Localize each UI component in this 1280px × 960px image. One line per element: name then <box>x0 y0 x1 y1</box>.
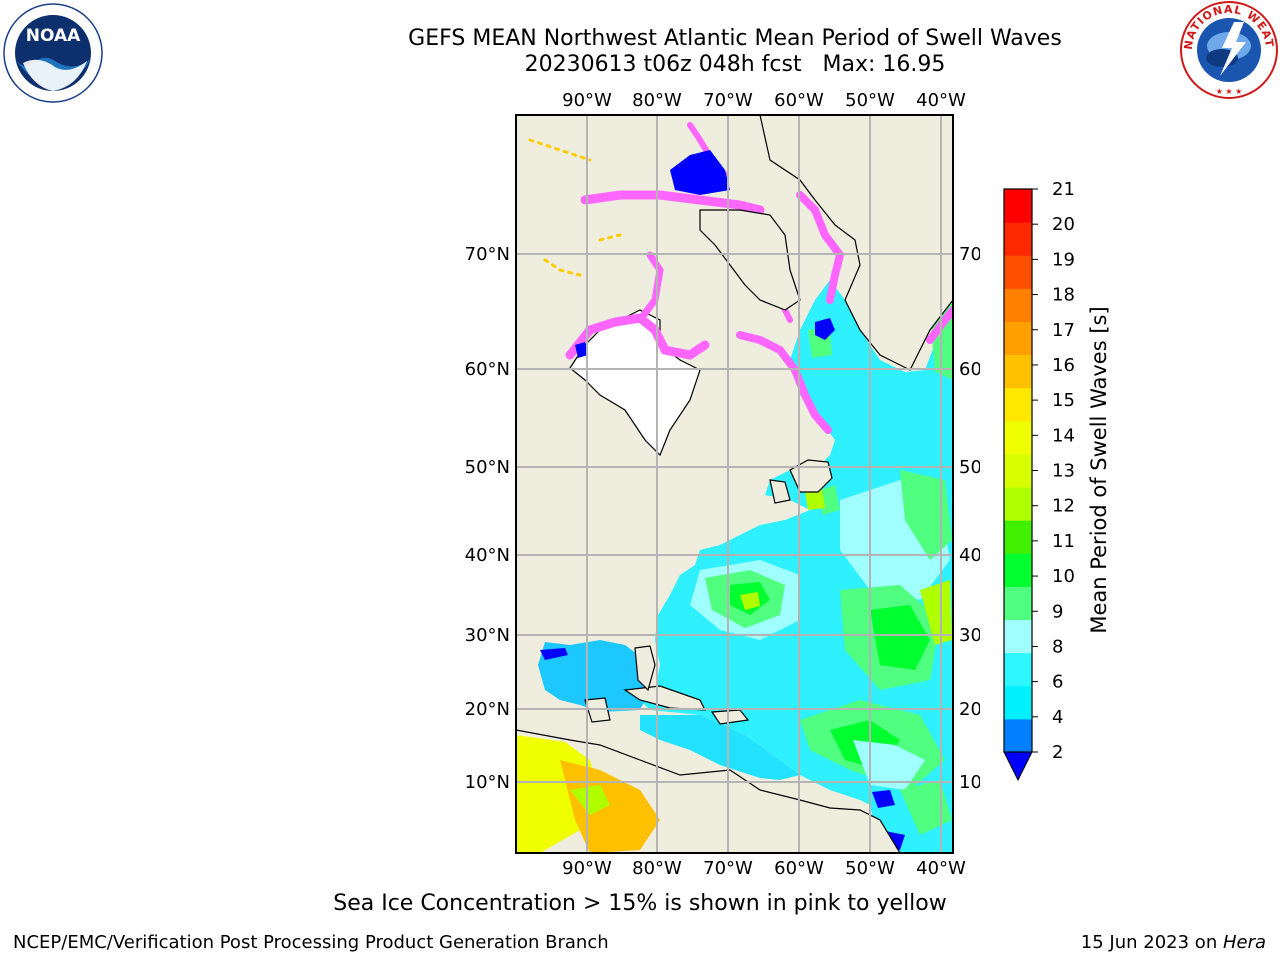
gulf-of-mexico <box>538 640 650 712</box>
colorbar-tick-label: 15 <box>1052 390 1075 411</box>
nova-scotia <box>769 479 791 504</box>
greenland <box>759 115 953 371</box>
colorbar-block <box>1004 453 1032 488</box>
baffin-bay-ice <box>670 150 730 195</box>
colorbar-tick-label: 20 <box>1052 214 1075 235</box>
title-line-2: 20230613 t06z 048h fcst Max: 16.95 <box>524 52 946 77</box>
colorbar-label: Mean Period of Swell Waves [s] <box>1087 306 1111 633</box>
lon-label: 70°W <box>703 858 753 879</box>
lat-label: 40°N <box>959 545 980 566</box>
footer-host: Hera <box>1222 932 1266 953</box>
colorbar-tick-label: 2 <box>1052 742 1063 763</box>
colorbar-tick-label: 19 <box>1052 249 1075 270</box>
colorbar-extend-triangle <box>1003 751 1033 782</box>
colorbar-block <box>1004 288 1032 322</box>
colorbar-block <box>1004 487 1032 521</box>
lon-label: 80°W <box>632 90 682 111</box>
colorbar-tick-label: 18 <box>1052 285 1075 306</box>
lon-label: 50°W <box>845 858 895 879</box>
colorbar-block <box>1004 222 1032 256</box>
nws-logo: NATIONAL WEATHER SERVICE ★ ★ ★ <box>1178 0 1278 99</box>
colorbar-tick-label: 11 <box>1052 531 1075 552</box>
lat-label: 10°N <box>465 772 510 793</box>
lat-label: 60°N <box>959 359 980 380</box>
colorbar-tick-label: 4 <box>1052 707 1063 728</box>
lon-label: 90°W <box>562 858 612 879</box>
noaa-logo-text: NOAA <box>26 26 81 46</box>
title-line-1: GEFS MEAN Northwest Atlantic Mean Period… <box>408 26 1062 51</box>
lat-labels-left: 70°N 60°N 50°N 40°N 30°N 20°N 10°N <box>465 244 510 793</box>
florida <box>634 645 656 692</box>
lon-label: 60°W <box>774 858 824 879</box>
hispaniola <box>710 709 750 725</box>
colorbar-tick-label: 16 <box>1052 355 1075 376</box>
lon-label: 50°W <box>845 90 895 111</box>
lon-labels-top: 90°W 80°W 70°W 60°W 50°W 40°W <box>562 90 966 111</box>
lon-label: 70°W <box>703 90 753 111</box>
chart-title: GEFS MEAN Northwest Atlantic Mean Period… <box>290 26 1180 78</box>
colorbar-tick-label: 14 <box>1052 425 1075 446</box>
lon-label: 80°W <box>632 858 682 879</box>
lon-label: 60°W <box>774 90 824 111</box>
lat-label: 10°N <box>959 772 980 793</box>
colorbar: 2 4 6 8 9 10 11 12 13 14 15 16 17 18 19 20 21 Mean Perio… <box>1003 180 1111 782</box>
lon-label: 40°W <box>916 858 966 879</box>
colorbar-ticks: 2 4 6 8 9 10 11 12 13 14 15 16 17 18 19 20 21 <box>1032 180 1075 763</box>
colorbar-block <box>1004 553 1032 587</box>
colorbar-block <box>1004 520 1032 554</box>
colorbar-tick-label: 10 <box>1052 566 1075 587</box>
baffin-island <box>699 209 801 311</box>
colorbar-block <box>1004 255 1032 289</box>
lon-labels-bottom: 90°W 80°W 70°W 60°W 50°W 40°W <box>562 858 966 879</box>
lat-label: 30°N <box>465 625 510 646</box>
lat-label: 50°N <box>465 457 510 478</box>
swell-period-map: 90°W 80°W 70°W 60°W 50°W 40°W 90°W 80°W … <box>465 90 980 879</box>
south-america-orange <box>560 760 660 853</box>
colorbar-block <box>1004 354 1032 389</box>
footer-credit: NCEP/EMC/Verification Post Processing Pr… <box>13 932 609 953</box>
lat-label: 40°N <box>465 545 510 566</box>
lat-label: 70°N <box>465 244 510 265</box>
graticule <box>516 115 953 853</box>
lat-label: 60°N <box>465 359 510 380</box>
colorbar-tick-label: 9 <box>1052 601 1063 622</box>
lat-label: 20°N <box>959 699 980 720</box>
colorbar-blocks <box>1004 189 1032 753</box>
colorbar-tick-label: 17 <box>1052 320 1075 341</box>
lat-label: 50°N <box>959 457 980 478</box>
colorbar-block <box>1004 619 1032 654</box>
lat-labels-right: 70°N 60°N 50°N 40°N 30°N 20°N 10°N <box>959 244 980 793</box>
sea-ice-caption: Sea Ice Concentration > 15% is shown in … <box>333 891 947 916</box>
lat-label: 30°N <box>959 625 980 646</box>
lon-label: 90°W <box>562 90 612 111</box>
noaa-logo: NOAA <box>3 3 103 103</box>
gulf-coast-swell <box>540 648 568 660</box>
colorbar-tick-label: 6 <box>1052 672 1063 693</box>
colorbar-block <box>1004 586 1032 621</box>
lat-label: 20°N <box>465 699 510 720</box>
colorbar-block <box>1004 387 1032 422</box>
lon-label: 40°W <box>916 90 966 111</box>
caribbean-sea <box>640 715 800 780</box>
colorbar-tick-label: 12 <box>1052 496 1075 517</box>
colorbar-block <box>1004 189 1032 223</box>
footer-date-text: 15 Jun 2023 on <box>1080 932 1223 953</box>
colorbar-block <box>1004 321 1032 356</box>
colorbar-block <box>1004 652 1032 687</box>
nws-stars: ★ ★ ★ <box>1216 87 1243 96</box>
colorbar-tick-label: 21 <box>1052 180 1075 200</box>
footer-date: 15 Jun 2023 on Hera <box>1081 932 1266 954</box>
lat-label: 70°N <box>959 244 980 265</box>
colorbar-block <box>1004 718 1032 753</box>
colorbar-block <box>1004 685 1032 720</box>
hudson-ice <box>575 342 588 358</box>
colorbar-block <box>1004 420 1032 455</box>
colorbar-tick-label: 8 <box>1052 636 1063 657</box>
labrador-ice <box>815 318 835 340</box>
colorbar-tick-label: 13 <box>1052 461 1075 482</box>
south-america-green <box>570 785 610 815</box>
map-frame <box>515 114 954 854</box>
